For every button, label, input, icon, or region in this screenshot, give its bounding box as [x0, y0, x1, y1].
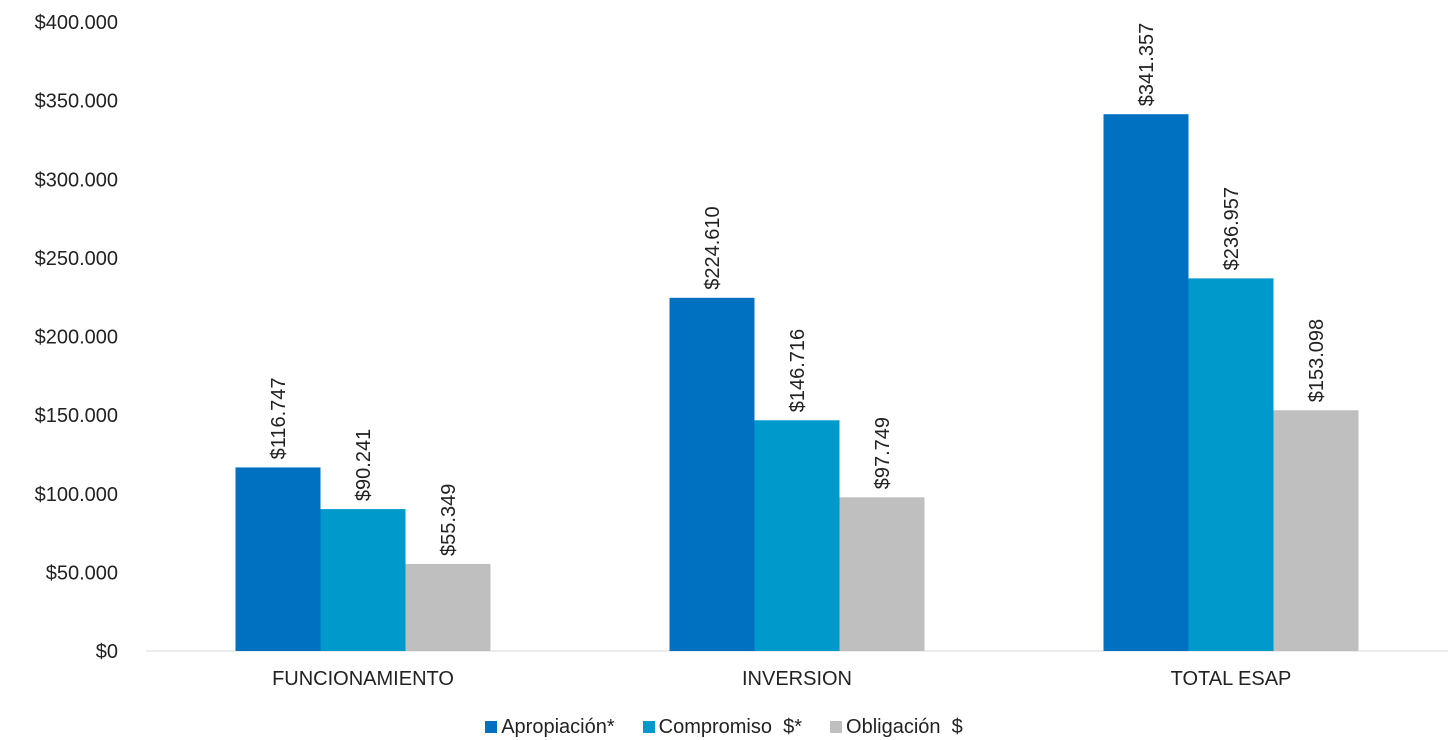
- bar: [1103, 114, 1189, 651]
- legend-swatch: [642, 721, 655, 733]
- legend-item: Apropiación*: [485, 715, 615, 739]
- bar: [754, 420, 840, 651]
- y-tick-label: $200.000: [35, 327, 118, 349]
- y-tick-label: $150.000: [35, 405, 118, 427]
- data-label: $97.749: [872, 417, 894, 489]
- data-label: $224.610: [702, 206, 724, 289]
- x-tick-label: TOTAL ESAP: [1171, 668, 1292, 690]
- bar: [235, 467, 321, 651]
- y-tick-label: $400.000: [35, 12, 118, 34]
- data-label: $236.957: [1221, 187, 1243, 270]
- legend-label: Compromiso $*: [658, 715, 803, 738]
- x-tick-label: FUNCIONAMIENTO: [272, 668, 454, 690]
- bar: [1188, 278, 1274, 651]
- legend-label: Obligación $: [846, 715, 963, 738]
- bar: [1273, 410, 1359, 651]
- y-tick-label: $300.000: [35, 169, 118, 191]
- legend-label: Apropiación*: [501, 715, 615, 738]
- data-label: $153.098: [1306, 319, 1328, 402]
- y-tick-label: $0: [96, 641, 118, 663]
- data-label: $90.241: [353, 429, 375, 501]
- bar: [320, 509, 406, 651]
- legend-item: Compromiso $*: [642, 715, 803, 739]
- legend-swatch: [830, 721, 843, 733]
- legend: Apropiación* Compromiso $* Obligación $: [0, 714, 1448, 740]
- legend-swatch: [485, 721, 498, 733]
- y-tick-label: $50.000: [46, 562, 118, 584]
- data-label: $116.747: [268, 377, 290, 459]
- x-tick-label: INVERSION: [742, 668, 852, 690]
- y-tick-label: $350.000: [35, 91, 118, 113]
- bar: [669, 297, 755, 651]
- data-label: $146.716: [787, 329, 809, 412]
- y-tick-label: $100.000: [35, 484, 118, 506]
- bar: [839, 497, 925, 651]
- y-tick-label: $250.000: [35, 248, 118, 270]
- data-label: $341.357: [1136, 23, 1158, 106]
- bar: [405, 563, 491, 651]
- data-label: $55.349: [438, 484, 460, 556]
- legend-item: Obligación $: [830, 716, 963, 739]
